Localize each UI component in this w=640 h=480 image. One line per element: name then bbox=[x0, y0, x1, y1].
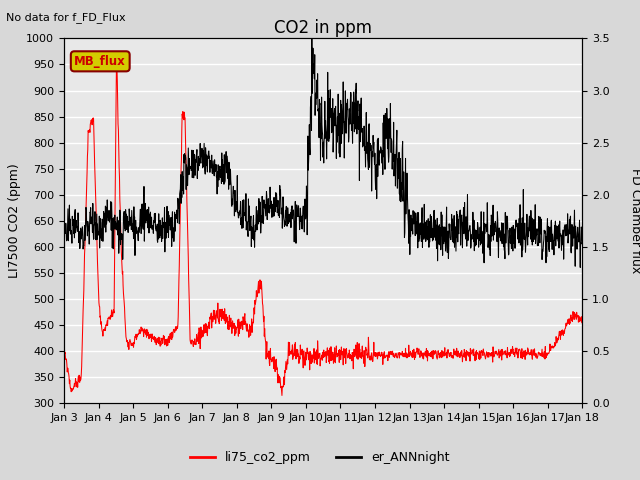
Text: No data for f_FD_Flux: No data for f_FD_Flux bbox=[6, 12, 126, 23]
Text: MB_flux: MB_flux bbox=[74, 55, 126, 68]
Title: CO2 in ppm: CO2 in ppm bbox=[274, 19, 372, 37]
Y-axis label: LI7500 CO2 (ppm): LI7500 CO2 (ppm) bbox=[8, 163, 20, 278]
Y-axis label: FD Chamber flux: FD Chamber flux bbox=[629, 168, 640, 274]
Legend: li75_co2_ppm, er_ANNnight: li75_co2_ppm, er_ANNnight bbox=[186, 446, 454, 469]
